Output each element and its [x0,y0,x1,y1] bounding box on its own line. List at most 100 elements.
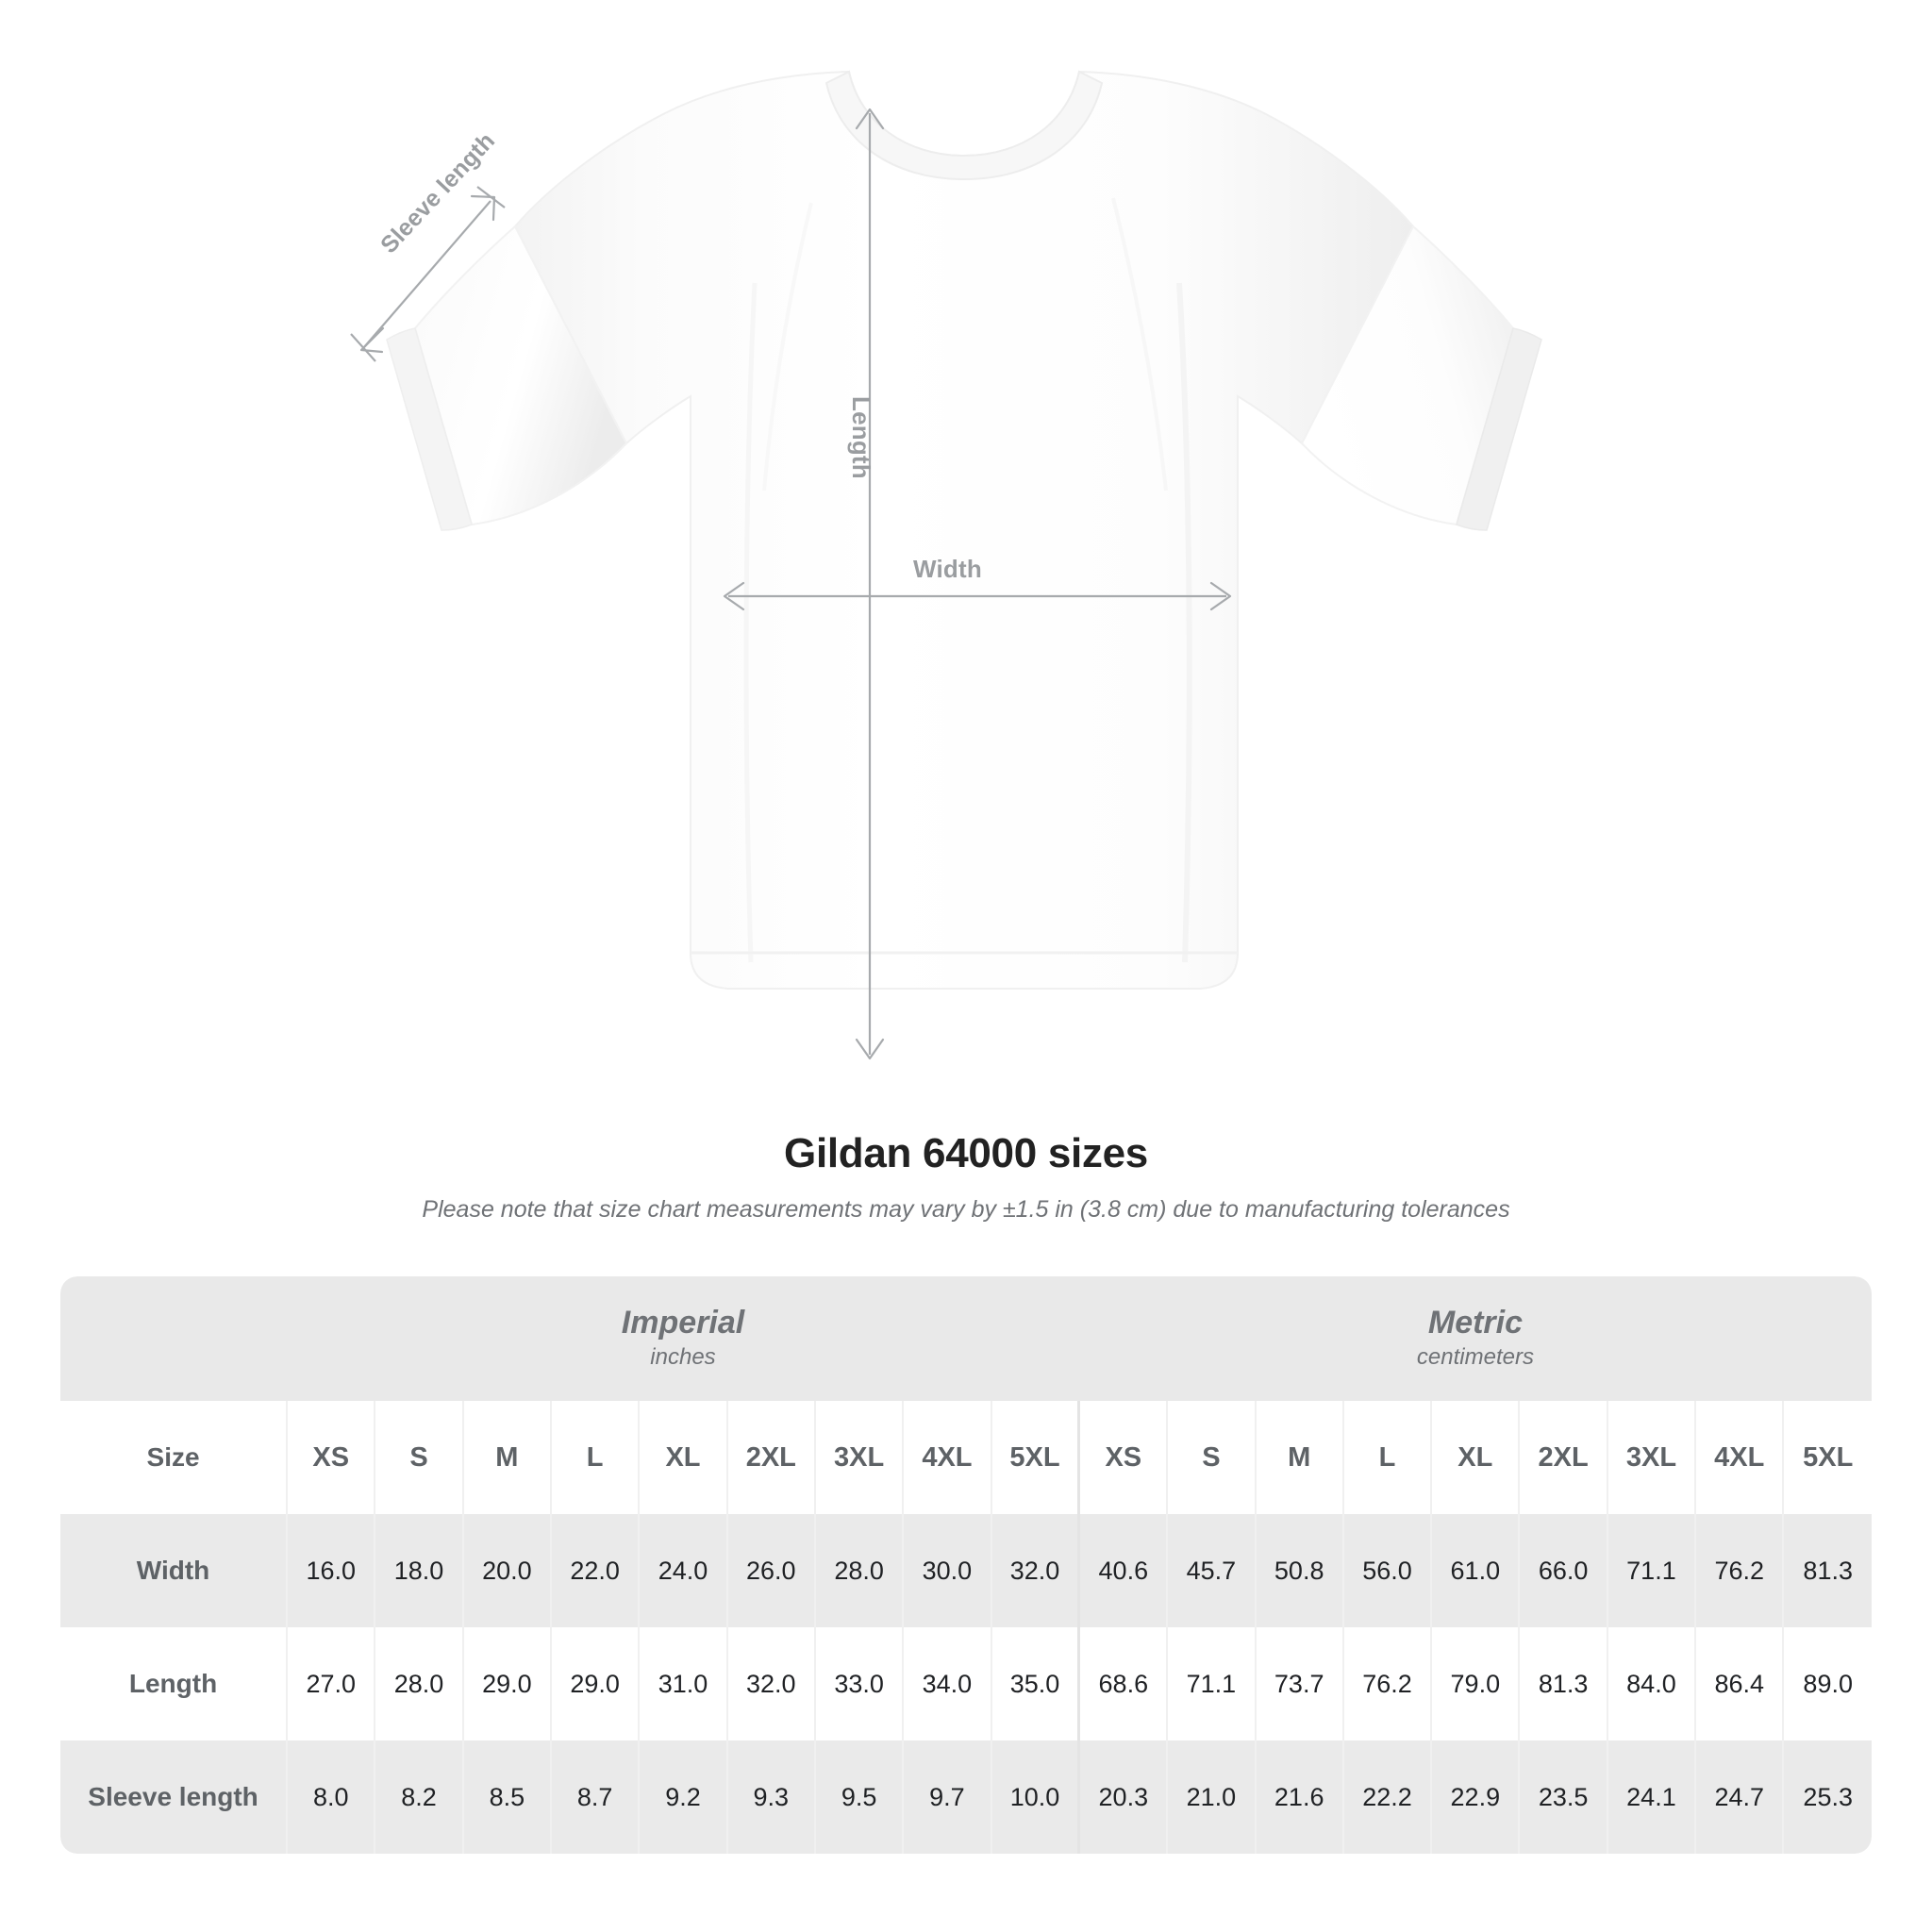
length-val-1: 28.0 [374,1627,463,1740]
length-val-11: 73.7 [1254,1627,1343,1740]
table-row: Sleeve length 8.0 8.2 8.5 8.7 9.2 9.3 9.… [60,1740,1872,1854]
sleeve-val-0: 8.0 [286,1740,375,1854]
width-val-11: 50.8 [1254,1514,1343,1627]
size-col-0: XS [286,1401,375,1514]
width-val-3: 22.0 [549,1514,640,1627]
width-val-12: 56.0 [1341,1514,1432,1627]
size-table-body: Imperial inches Metric centimeters Size … [60,1276,1872,1854]
size-col-7: 4XL [902,1401,991,1514]
tshirt-body-shape [386,70,1542,990]
row-label-length: Length [60,1627,288,1740]
unit-group-metric-name: Metric [1427,1304,1524,1341]
width-val-7: 30.0 [902,1514,991,1627]
width-val-16: 76.2 [1694,1514,1784,1627]
size-header-label: Size [60,1401,288,1514]
length-val-8: 35.0 [990,1627,1079,1740]
size-col-9: XS [1077,1401,1168,1514]
size-col-16: 4XL [1694,1401,1784,1514]
length-label: Length [847,396,875,479]
sleeve-val-15: 24.1 [1606,1740,1696,1854]
length-val-0: 27.0 [286,1627,375,1740]
sleeve-length-line [363,200,491,348]
size-col-4: XL [638,1401,727,1514]
width-val-4: 24.0 [638,1514,727,1627]
sleeve-val-13: 22.9 [1430,1740,1520,1854]
size-col-3: L [549,1401,640,1514]
length-val-13: 79.0 [1430,1627,1520,1740]
width-label: Width [913,555,982,583]
size-col-11: M [1254,1401,1343,1514]
length-val-2: 29.0 [461,1627,551,1740]
length-val-16: 86.4 [1694,1627,1784,1740]
size-table-wrap: Imperial inches Metric centimeters Size … [60,1276,1872,1854]
size-col-17: 5XL [1782,1401,1872,1514]
table-row: Width 16.0 18.0 20.0 22.0 24.0 26.0 28.0… [60,1514,1872,1627]
sleeve-val-2: 8.5 [461,1740,551,1854]
page-title: Gildan 64000 sizes [784,1130,1148,1176]
title-block: Gildan 64000 sizes Please note that size… [0,1130,1932,1224]
length-val-6: 33.0 [813,1627,904,1740]
width-val-14: 66.0 [1518,1514,1607,1627]
page-subtitle: Please note that size chart measurements… [422,1196,1510,1223]
size-col-6: 3XL [813,1401,904,1514]
length-val-17: 89.0 [1782,1627,1872,1740]
length-val-15: 84.0 [1606,1627,1696,1740]
measurement-lines [350,108,1232,1060]
length-val-14: 81.3 [1518,1627,1607,1740]
sleeve-val-11: 21.6 [1254,1740,1343,1854]
unit-group-imperial-name: Imperial [621,1304,745,1341]
size-col-12: L [1341,1401,1432,1514]
length-val-4: 31.0 [638,1627,727,1740]
width-val-8: 32.0 [990,1514,1079,1627]
length-val-7: 34.0 [902,1627,991,1740]
sleeve-val-5: 9.3 [725,1740,815,1854]
unit-group-imperial: Imperial inches [287,1276,1079,1401]
width-val-10: 45.7 [1166,1514,1256,1627]
width-val-9: 40.6 [1077,1514,1168,1627]
sleeve-val-6: 9.5 [813,1740,904,1854]
row-label-width: Width [60,1514,288,1627]
width-val-2: 20.0 [461,1514,551,1627]
length-val-10: 71.1 [1166,1627,1256,1740]
tshirt-diagram: Sleeve length Length Width [350,70,1542,1060]
width-val-17: 81.3 [1782,1514,1872,1627]
size-col-13: XL [1430,1401,1520,1514]
unit-group-metric: Metric centimeters [1078,1276,1872,1401]
unit-group-metric-sub: centimeters [1416,1343,1534,1370]
unit-header-spacer [60,1276,288,1401]
tshirt-illustration-svg [350,70,1542,1060]
size-col-8: 5XL [990,1401,1079,1514]
unit-header-row: Imperial inches Metric centimeters [60,1276,1872,1401]
size-col-1: S [374,1401,463,1514]
length-val-3: 29.0 [549,1627,640,1740]
length-val-5: 32.0 [725,1627,815,1740]
width-val-1: 18.0 [374,1514,463,1627]
sleeve-val-7: 9.7 [902,1740,991,1854]
size-col-15: 3XL [1606,1401,1696,1514]
width-val-6: 28.0 [813,1514,904,1627]
size-col-2: M [461,1401,551,1514]
size-col-14: 2XL [1518,1401,1607,1514]
size-col-5: 2XL [725,1401,815,1514]
length-val-9: 68.6 [1077,1627,1168,1740]
width-val-0: 16.0 [286,1514,375,1627]
width-val-15: 71.1 [1606,1514,1696,1627]
length-val-12: 76.2 [1341,1627,1432,1740]
size-col-10: S [1166,1401,1256,1514]
row-label-sleeve-length: Sleeve length [60,1740,288,1854]
sleeve-val-8: 10.0 [990,1740,1079,1854]
sleeve-val-4: 9.2 [638,1740,727,1854]
sleeve-val-1: 8.2 [374,1740,463,1854]
sleeve-val-17: 25.3 [1782,1740,1872,1854]
table-row: Length 27.0 28.0 29.0 29.0 31.0 32.0 33.… [60,1627,1872,1740]
size-table: Imperial inches Metric centimeters Size … [60,1276,1872,1854]
size-header-row: Size XS S M L XL 2XL 3XL 4XL 5XL XS S M … [60,1401,1872,1514]
sleeve-val-16: 24.7 [1694,1740,1784,1854]
unit-group-imperial-sub: inches [650,1343,716,1370]
sleeve-val-9: 20.3 [1077,1740,1168,1854]
width-val-13: 61.0 [1430,1514,1520,1627]
sleeve-val-14: 23.5 [1518,1740,1607,1854]
sleeve-val-12: 22.2 [1341,1740,1432,1854]
sleeve-val-3: 8.7 [549,1740,640,1854]
